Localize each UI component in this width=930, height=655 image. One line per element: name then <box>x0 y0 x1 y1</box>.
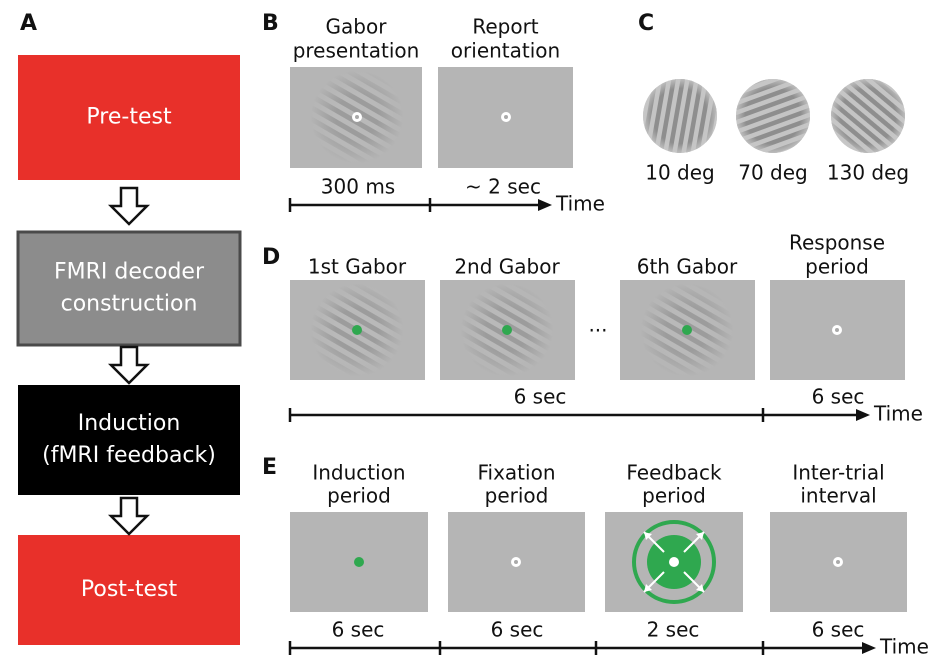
orientation-label: 70 deg <box>738 161 808 185</box>
feedback-fixation <box>669 557 679 567</box>
flow-box-label: construction <box>61 292 198 317</box>
axis-label: Time <box>879 635 929 655</box>
duration: 6 sec <box>332 618 385 642</box>
timeline-arrow <box>538 199 552 211</box>
duration: ~ 2 sec <box>465 175 541 199</box>
flow-arrow <box>111 498 147 534</box>
screen-title: Inter-trial <box>792 461 884 485</box>
ellipsis: ... <box>588 313 607 337</box>
panel-letter: A <box>20 11 37 36</box>
page: { "panel_a": { "label": "A", "boxes": [ … <box>0 0 930 655</box>
screen-title: presentation <box>293 39 420 63</box>
screen-title: period <box>485 484 549 508</box>
screen-title: 1st Gabor <box>308 255 407 279</box>
panel-letter: C <box>638 11 654 36</box>
flow-box-label: Induction <box>78 411 181 436</box>
timeline-arrow <box>862 642 876 654</box>
timeline-arrow <box>856 409 870 421</box>
fixation-center <box>835 328 839 332</box>
duration: 6 sec <box>812 385 865 409</box>
panel-letter: D <box>262 245 280 270</box>
axis-label: Time <box>873 402 923 426</box>
fixation-green <box>682 325 692 335</box>
flow-box-label: Pre-test <box>86 105 172 130</box>
fixation-center <box>836 560 840 564</box>
screen-title: period <box>327 484 391 508</box>
duration: 6 sec <box>514 385 567 409</box>
panel-letter: E <box>262 455 277 480</box>
gabor-example-edge <box>831 79 905 153</box>
screen-title: orientation <box>451 39 560 63</box>
duration: 6 sec <box>812 618 865 642</box>
axis-label: Time <box>555 192 605 216</box>
panel-letter: B <box>262 11 279 36</box>
duration: 2 sec <box>647 618 700 642</box>
screen-title: interval <box>800 484 876 508</box>
screen-title: Induction <box>312 461 405 485</box>
screen-title: Report <box>472 15 538 39</box>
flow-arrow <box>111 347 147 383</box>
duration: 6 sec <box>491 618 544 642</box>
screen-title: Gabor <box>326 15 388 39</box>
screen-title: Fixation <box>477 461 555 485</box>
fixation-center <box>514 560 518 564</box>
screen-title: period <box>805 255 869 279</box>
screen-title: 2nd Gabor <box>454 255 560 279</box>
gabor-example-edge <box>643 79 717 153</box>
screen-title: Response <box>789 231 885 255</box>
fixation-green <box>354 557 364 567</box>
flow-box <box>18 232 240 345</box>
fixation-center <box>504 115 508 119</box>
flow-box <box>18 385 240 495</box>
fixation-green <box>502 325 512 335</box>
flow-arrow <box>111 188 147 224</box>
orientation-label: 10 deg <box>645 161 715 185</box>
duration: 300 ms <box>321 175 395 199</box>
flow-box-label: FMRI decoder <box>54 260 205 285</box>
figure: A Pre-test FMRI decoder construction Inducti… <box>0 0 930 655</box>
screen-title: Feedback <box>626 461 722 485</box>
screen-title: 6th Gabor <box>637 255 738 279</box>
flow-box-label: (fMRI feedback) <box>42 443 216 468</box>
fixation-green <box>352 325 362 335</box>
screen-title: period <box>642 484 706 508</box>
flow-box-label: Post-test <box>81 577 178 602</box>
fixation-center <box>355 115 359 119</box>
gabor-example-edge <box>736 79 810 153</box>
orientation-label: 130 deg <box>827 161 909 185</box>
